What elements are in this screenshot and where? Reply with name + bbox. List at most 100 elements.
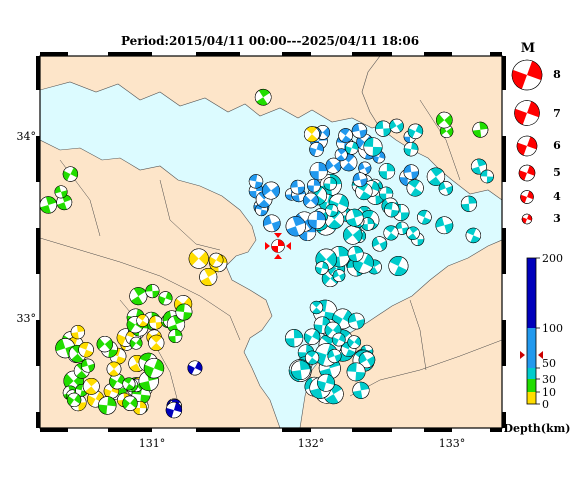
land-areas [40,56,502,428]
focal-mechanism-event [285,216,306,237]
focal-mechanism-event [309,142,324,157]
focal-mechanism-event [66,392,82,408]
magnitude-legend-beachball [511,59,543,91]
lat-tick-label-33: 33° [17,312,37,325]
focal-mechanism-event [361,217,375,231]
focal-mechanism-event [187,360,203,376]
frame-scale-segment [108,52,152,56]
frame-scale-segment [40,52,68,56]
focal-mechanism-event [351,123,368,139]
focal-mechanism-event [334,148,348,162]
focal-mechanism-event [248,174,264,189]
focal-mechanism-event [56,194,73,211]
frame-scale-segment [424,52,452,56]
focal-mechanism-event [290,360,311,380]
focal-mechanism-event [129,287,148,306]
focal-mechanism-event [323,177,337,191]
focal-mechanism-event [358,161,372,175]
lon-tick-label-133: 133° [439,437,466,450]
frame-scale-segment [36,228,40,274]
magnitude-label-4: 4 [553,190,561,203]
focal-mechanism-event [54,185,68,199]
highlight-beachball-quadrant-a [278,239,285,246]
focal-mechanism-event [96,335,113,353]
focal-mechanism-event [290,179,306,195]
focal-mechanism-event [168,329,183,343]
lon-tick-label-132: 132° [298,437,325,450]
highlight-marker-bottom [274,254,282,259]
depth-label-30: 30 [542,373,556,386]
focal-mechanism-event [262,181,280,200]
lon-tick-label-131: 131° [139,437,166,450]
focal-mechanism-event [338,128,353,143]
focal-mechanism-event [403,141,419,157]
focal-mechanism-event [78,341,94,358]
focal-mechanism-event [352,381,370,399]
depth-label-50: 50 [542,357,556,370]
highlight-beachball-quadrant-b [271,246,278,253]
focal-mechanism-event [307,178,321,193]
focal-mechanism-event [388,256,409,277]
focal-mechanism-event [70,325,85,340]
focal-mechanism-event [145,284,160,299]
frame-scale-segment [490,52,502,56]
magnitude-legend-beachball [518,164,536,182]
focal-mechanisms [40,88,494,419]
depth-band-100-200 [527,258,536,328]
focal-mechanism-event [384,202,400,218]
magnitude-legend-beachball [521,213,533,225]
lon-tick-labels: 131° 132° 133° [139,437,466,450]
frame-scale-segment [108,428,152,432]
frame-scale-segment [36,56,40,90]
frame-scale-segment [502,228,506,274]
lat-tick-label-34: 34° [17,130,37,143]
frame-scale-segment [196,52,240,56]
frame-scale-segment [36,320,40,366]
focal-mechanism-event [389,118,404,134]
depth-band-10-30 [527,379,536,392]
focal-mechanism-event [465,227,482,244]
depth-unit-label: Depth(km) [504,422,571,435]
depth-scale-frame [526,257,537,405]
depth-band-0-10 [527,392,536,404]
focal-mechanism-event [158,291,173,306]
focal-mechanism-event [254,88,272,106]
depth-label-200: 200 [542,252,563,265]
depth-marker-right [538,351,543,359]
focal-mechanism-event [148,334,165,351]
frame-scale-segment [196,428,240,432]
focal-mechanism-event [460,195,477,212]
frame-border-scale [36,52,506,432]
magnitude-legend-title: M [521,41,535,56]
focal-mechanism-event [348,312,365,330]
frame-scale-segment [490,428,502,432]
focal-mechanism-event [347,335,361,349]
focal-mechanism-event [358,351,376,369]
magnitude-legend-beachball [516,135,538,157]
focal-mechanism-event [379,186,394,201]
focal-mechanism-event [143,358,165,379]
map-panel [36,52,506,432]
magnitude-legend-beachball [520,190,534,204]
depth-marker-left [520,351,525,359]
focal-mechanism-event [345,208,364,227]
focal-mechanism-event [303,126,320,143]
focal-mechanism-event [406,226,420,241]
frame-scale-segment [502,320,506,366]
magnitude-label-8: 8 [553,68,561,81]
focal-mechanism-event [175,303,193,321]
frame-scale-segment [282,428,311,432]
frame-scale-segment [40,428,68,432]
frame-scale-segment [352,52,392,56]
focal-mechanism-event [332,332,346,347]
focal-mechanism-event [106,361,122,377]
focal-mechanism-event [305,350,320,365]
frame-scale-segment [36,136,40,182]
magnitude-legend-beachball [514,100,540,126]
focal-mechanism-event [438,181,453,196]
focal-mechanism-event [472,121,489,138]
frame-scale-segment [502,56,506,90]
frame-scale-segment [36,412,40,428]
focal-mechanism-event [309,162,328,181]
